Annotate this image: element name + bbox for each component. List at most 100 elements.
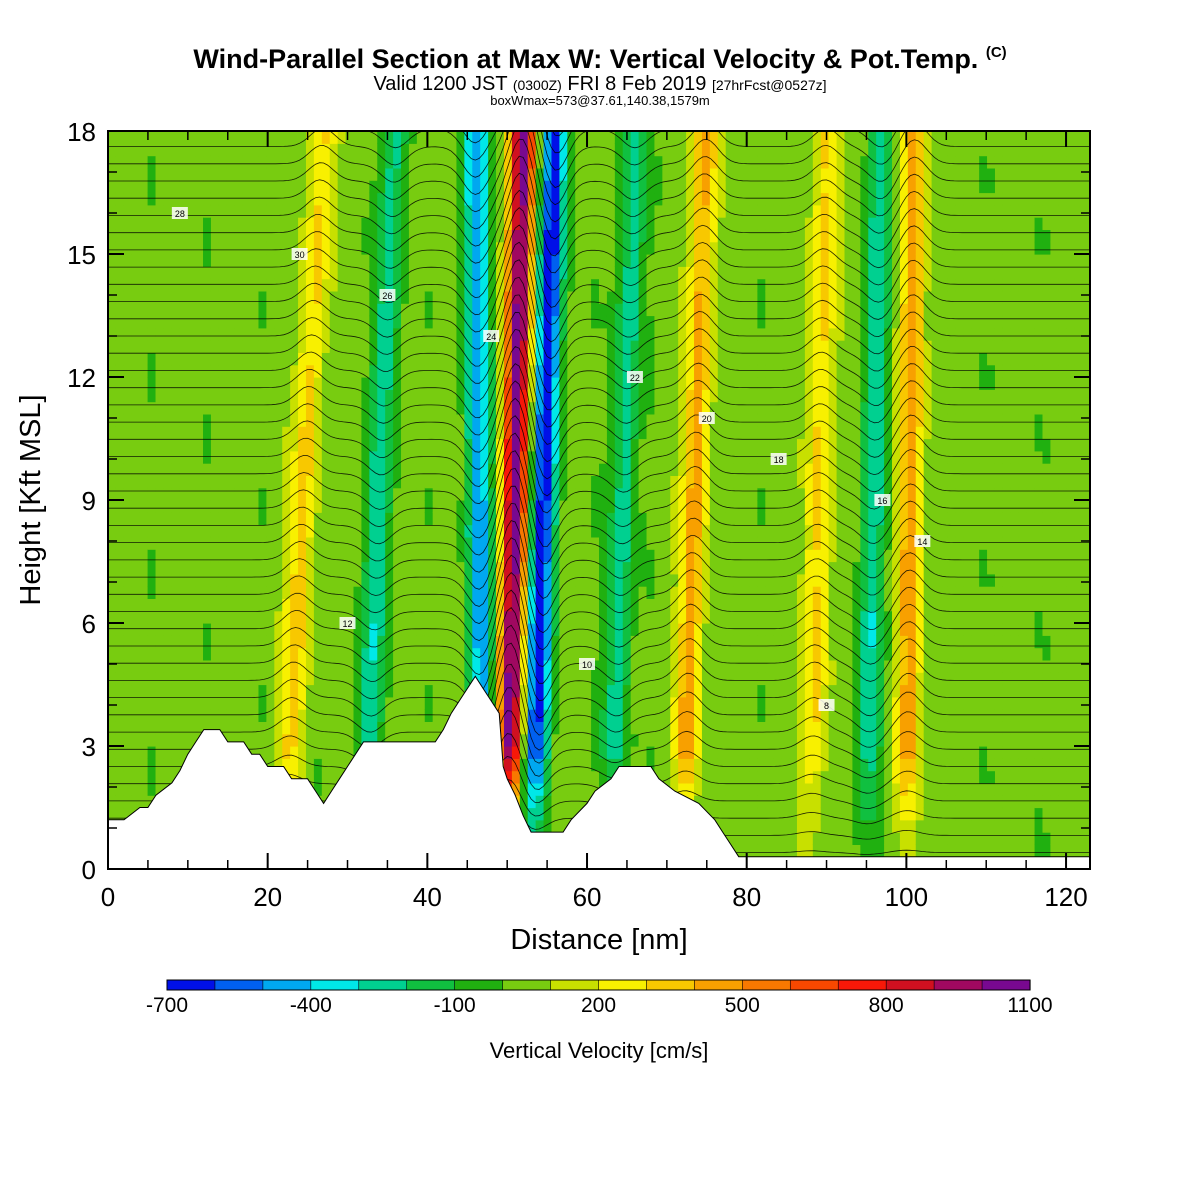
velocity-cell: [741, 340, 751, 353]
velocity-cell: [757, 524, 766, 538]
velocity-cell: [155, 586, 165, 599]
velocity-cell: [155, 487, 165, 501]
velocity-cell: [361, 180, 370, 194]
velocity-cell: [654, 315, 663, 329]
velocity-cell: [131, 303, 141, 317]
velocity-cell: [543, 684, 553, 698]
velocity-cell: [115, 758, 125, 772]
velocity-cell: [701, 241, 711, 255]
velocity-cell: [321, 131, 331, 144]
velocity-cell: [559, 475, 568, 489]
velocity-cell: [147, 229, 157, 243]
velocity-cell: [448, 204, 458, 218]
velocity-cell: [464, 500, 473, 513]
velocity-cell: [591, 413, 600, 427]
velocity-cell: [163, 143, 172, 157]
velocity-cell: [709, 795, 719, 809]
velocity-cell: [591, 266, 600, 280]
velocity-cell: [424, 377, 434, 390]
velocity-cell: [472, 364, 481, 378]
velocity-cell: [717, 352, 727, 366]
velocity-cell: [155, 549, 165, 563]
velocity-cell: [226, 475, 236, 489]
velocity-cell: [464, 290, 473, 304]
velocity-cell: [353, 733, 363, 747]
velocity-cell: [345, 672, 355, 686]
velocity-cell: [749, 278, 758, 292]
velocity-cell: [290, 303, 299, 317]
velocity-cell: [670, 733, 679, 747]
velocity-cell: [234, 549, 244, 563]
velocity-cell: [155, 696, 165, 710]
velocity-cell: [195, 352, 204, 366]
velocity-cell: [195, 413, 204, 427]
velocity-cell: [369, 204, 378, 218]
velocity-cell: [179, 721, 188, 735]
velocity-cell: [242, 696, 252, 710]
velocity-cell: [678, 327, 687, 341]
velocity-cell: [614, 463, 624, 476]
velocity-cell: [147, 684, 157, 698]
velocity-cell: [488, 290, 497, 304]
velocity-cell: [195, 623, 204, 636]
velocity-cell: [448, 389, 458, 403]
velocity-cell: [709, 549, 719, 563]
velocity-cell: [266, 204, 275, 218]
velocity-cell: [456, 352, 465, 366]
velocity-cell: [155, 573, 165, 587]
velocity-cell: [408, 204, 418, 218]
velocity-cell: [203, 573, 212, 587]
velocity-cell: [424, 315, 434, 329]
velocity-cell: [361, 623, 370, 636]
velocity-cell: [488, 623, 497, 636]
velocity-cell: [717, 413, 727, 427]
velocity-cell: [662, 573, 671, 587]
velocity-cell: [305, 315, 315, 329]
velocity-cell: [472, 536, 481, 550]
velocity-cell: [709, 684, 719, 698]
velocity-cell: [226, 241, 236, 255]
velocity-cell: [210, 709, 220, 722]
velocity-cell: [725, 795, 735, 809]
velocity-cell: [274, 278, 283, 292]
velocity-cell: [448, 672, 458, 686]
velocity-cell: [195, 364, 204, 378]
velocity-cell: [171, 647, 180, 661]
velocity-cell: [440, 155, 450, 169]
velocity-cell: [432, 241, 442, 255]
velocity-cell: [408, 217, 418, 230]
velocity-cell: [670, 401, 679, 415]
velocity-cell: [329, 696, 339, 710]
velocity-cell: [329, 315, 339, 329]
velocity-cell: [567, 266, 576, 280]
velocity-cell: [155, 438, 165, 452]
velocity-cell: [416, 192, 426, 206]
velocity-cell: [599, 167, 608, 181]
velocity-cell: [234, 475, 244, 489]
velocity-cell: [638, 561, 648, 575]
velocity-cell: [179, 524, 188, 538]
velocity-cell: [646, 463, 656, 476]
velocity-cell: [353, 167, 363, 181]
velocity-cell: [496, 438, 505, 452]
velocity-cell: [313, 586, 323, 599]
velocity-cell: [694, 635, 703, 649]
velocity-cell: [274, 561, 283, 575]
velocity-cell: [638, 463, 648, 476]
velocity-cell: [163, 180, 172, 194]
velocity-cell: [622, 352, 632, 366]
velocity-cell: [155, 463, 165, 476]
velocity-cell: [385, 487, 394, 501]
velocity-cell: [385, 659, 394, 673]
velocity-cell: [108, 561, 117, 575]
velocity-cell: [480, 315, 489, 329]
velocity-cell: [266, 512, 275, 526]
velocity-cell: [583, 438, 592, 452]
velocity-cell: [646, 143, 656, 157]
velocity-cell: [591, 155, 600, 169]
velocity-cell: [599, 647, 608, 661]
velocity-cell: [511, 413, 521, 427]
velocity-cell: [606, 709, 616, 722]
velocity-cell: [527, 401, 537, 415]
velocity-cell: [638, 167, 648, 181]
